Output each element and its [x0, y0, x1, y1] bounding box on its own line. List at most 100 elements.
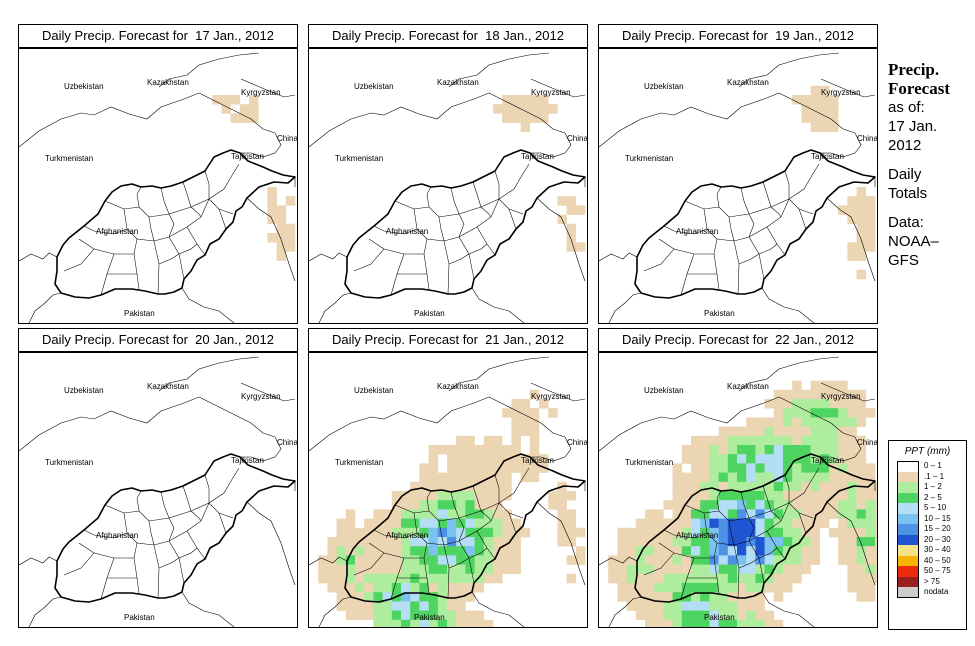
precip-cell: [355, 564, 365, 575]
precip-cell: [856, 205, 867, 215]
precip-cell: [382, 573, 393, 584]
country-label: Kyrgyzstan: [821, 88, 861, 97]
precip-cell: [755, 445, 765, 455]
precip-cell: [709, 509, 719, 519]
country-label: Tajikistan: [231, 456, 264, 465]
precip-cell: [483, 527, 494, 538]
precip-cell: [345, 583, 356, 593]
precip-cell: [447, 527, 457, 538]
precip-cell: [548, 491, 558, 501]
precip-cell: [419, 463, 429, 473]
precip-cell: [447, 592, 457, 602]
precip-cell: [718, 564, 729, 575]
precip-cell: [746, 546, 756, 556]
precip-cell: [654, 564, 664, 575]
country-label: Iran: [619, 626, 633, 627]
precip-cell: [737, 500, 747, 510]
precip-cell: [737, 426, 747, 437]
precip-cell: [566, 196, 577, 206]
precip-cell: [847, 417, 857, 427]
precip-cell: [691, 500, 701, 510]
precip-cell: [663, 527, 673, 538]
precip-cell: [746, 417, 756, 427]
precip-cell: [465, 435, 475, 446]
province-borders: [63, 163, 240, 296]
precip-cell: [792, 491, 802, 501]
province-borders: [643, 467, 820, 600]
precip-cell: [447, 564, 457, 575]
precip-cell: [829, 509, 839, 519]
precip-cell: [746, 619, 756, 627]
country-borders: [599, 356, 876, 627]
country-label: Iran: [329, 322, 343, 323]
precip-cell: [783, 564, 793, 575]
precip-cell: [709, 472, 719, 483]
precip-cell: [285, 233, 296, 243]
precip-cell: [792, 408, 802, 418]
precip-cell: [428, 573, 439, 584]
legend-swatch: [897, 492, 919, 503]
info-title-line1: Precip.: [888, 60, 940, 79]
precip-cell: [727, 435, 738, 446]
precip-cell: [810, 399, 821, 409]
precip-cell: [819, 417, 830, 427]
precip-cell: [493, 573, 503, 584]
precip-cell: [391, 564, 402, 575]
precip-cell: [773, 417, 784, 427]
precip-cell: [410, 583, 420, 593]
country-label: Iran: [39, 322, 53, 323]
precip-cell: [838, 463, 848, 473]
precip-cell: [373, 518, 383, 529]
precip-cell: [557, 509, 567, 519]
precip-cell: [617, 583, 627, 593]
precip-cell: [801, 509, 811, 519]
precip-cell: [437, 537, 448, 547]
precip-cell: [783, 573, 793, 584]
precip-cell: [801, 518, 811, 529]
legend-swatch: [897, 566, 919, 577]
precip-cell: [529, 417, 540, 427]
precip-cell: [810, 454, 821, 464]
precip-cell: [419, 527, 429, 538]
country-label: Kazakhstan: [727, 78, 769, 87]
precip-cell: [539, 104, 549, 114]
precip-cell: [382, 619, 393, 627]
precip-cell: [447, 610, 457, 621]
precip-cell: [773, 527, 784, 538]
precip-cell: [419, 472, 429, 483]
precip-cell: [709, 537, 719, 547]
precip-cell: [746, 454, 756, 464]
precip-cell: [783, 399, 793, 409]
precip-cell: [221, 95, 231, 105]
precip-cell: [755, 500, 765, 510]
precip-cell: [773, 481, 784, 492]
precip-cell: [709, 435, 719, 446]
precip-cell: [345, 518, 356, 529]
precip-cell: [856, 500, 867, 510]
precip-cell: [419, 481, 429, 492]
precip-cell: [810, 113, 821, 123]
precip-cell: [493, 463, 503, 473]
precip-cell: [566, 555, 577, 565]
precip-cell: [529, 95, 540, 105]
precip-cell: [810, 546, 821, 556]
precip-cell: [437, 555, 448, 565]
precip-cell: [865, 491, 876, 501]
precip-cell: [391, 518, 402, 529]
precip-cell: [276, 233, 287, 243]
legend-label: 50 – 75: [924, 566, 951, 575]
country-label: Pakistan: [124, 613, 155, 622]
precip-cell: [783, 491, 793, 501]
precip-cell: [437, 619, 448, 627]
precip-cell: [746, 435, 756, 446]
precip-cell: [654, 537, 664, 547]
precip-cell: [419, 619, 429, 627]
precip-cell: [764, 610, 775, 621]
precip-cell: [456, 445, 466, 455]
precip-cell: [474, 454, 485, 464]
precip-cell: [792, 555, 802, 565]
precip-cell: [783, 408, 793, 418]
legend-item: 5 – 10: [889, 503, 966, 514]
precip-cell: [635, 546, 646, 556]
precip-cell: [345, 546, 356, 556]
